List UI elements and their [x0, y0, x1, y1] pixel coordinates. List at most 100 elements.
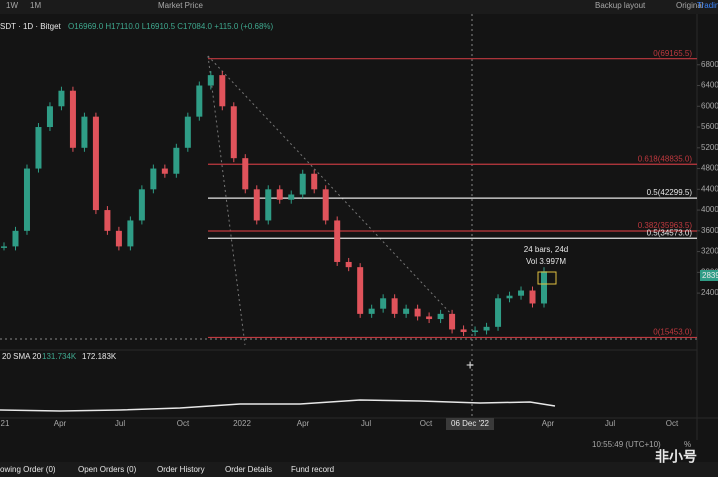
candle-body: [299, 173, 306, 195]
x-tick-label: Apr: [297, 419, 310, 428]
y-tick-label: 48000: [701, 164, 718, 173]
price-tag-bg: [700, 270, 718, 281]
candle-body: [334, 220, 341, 262]
y-tick-label: 36000: [701, 226, 718, 235]
interval[interactable]: 1M: [30, 1, 41, 10]
candle-body: [253, 189, 260, 221]
x-tick-label: Apr: [542, 419, 555, 428]
ohlc: O16969.0 H17110.0 L16910.5 C17084.0 +115…: [68, 22, 274, 31]
candle-body: [518, 290, 525, 296]
y-tick-label: 60000: [701, 101, 718, 110]
candle-body: [127, 220, 134, 247]
candle-body: [449, 313, 456, 330]
candle-body: [437, 313, 444, 320]
candle-body: [345, 261, 352, 268]
volume-label: 20 SMA 20: [2, 352, 42, 361]
candle-body: [288, 194, 295, 200]
y-tick-label: 32000: [701, 247, 718, 256]
candle-body: [196, 85, 203, 117]
x-tick-label: 21: [1, 419, 10, 428]
candle-body: [150, 168, 157, 190]
fib-label: 0(69165.5): [653, 49, 692, 58]
tab[interactable]: Open Orders (0): [78, 465, 137, 474]
candle-body: [104, 210, 111, 231]
y-tick-label: 24000: [701, 288, 718, 297]
x-tick-label: 06 Dec '22: [451, 419, 490, 428]
candle-body: [529, 290, 536, 304]
price-tag: 2839: [702, 271, 718, 280]
candle-body: [1, 246, 7, 248]
clock: 10:55:49 (UTC+10): [592, 440, 661, 449]
fib-label: 0.5(42299.5): [647, 188, 693, 197]
candle-body: [219, 75, 226, 107]
layout-menu[interactable]: Backup layout: [595, 1, 646, 10]
fib-label: 0.618(48835.0): [638, 154, 693, 163]
x-tick-label: Jul: [605, 419, 615, 428]
candle-body: [311, 173, 318, 190]
candle-body: [173, 147, 180, 174]
trend-line: [207, 55, 456, 319]
y-tick-label: 52000: [701, 143, 718, 152]
y-tick-label: 40000: [701, 205, 718, 214]
annotation: Vol 3.997M: [526, 257, 566, 266]
crosshair-date-box: [446, 418, 494, 430]
candle-body: [69, 90, 76, 148]
x-tick-label: Apr: [54, 419, 67, 428]
candle-body: [483, 326, 490, 331]
candle-body: [161, 168, 168, 174]
x-tick-label: Jul: [115, 419, 125, 428]
view-trading[interactable]: Tradin: [697, 1, 718, 10]
trend-line: [207, 55, 246, 346]
candle-body: [35, 127, 42, 169]
candle-body: [115, 230, 122, 247]
candle-body: [357, 267, 364, 314]
y-tick-label: 56000: [701, 122, 718, 131]
candle-body: [426, 316, 433, 320]
x-tick-label: 2022: [233, 419, 251, 428]
fib-label: 0(15453.0): [653, 328, 692, 337]
tab[interactable]: owing Order (0): [0, 465, 56, 474]
candle-body: [391, 298, 398, 314]
view-original[interactable]: Original: [676, 1, 704, 10]
candle-body: [460, 329, 467, 333]
tab[interactable]: Order History: [157, 465, 205, 474]
price-type[interactable]: Market Price: [158, 1, 203, 10]
candle-body: [506, 295, 513, 299]
candle-body: [380, 298, 387, 309]
x-tick-label: Jul: [361, 419, 371, 428]
candle-body: [368, 308, 375, 314]
measure-box: [537, 271, 557, 285]
candle-body: [276, 189, 283, 200]
candle-body: [12, 230, 19, 247]
candle-body: [541, 271, 547, 304]
toolbar: [0, 0, 718, 14]
volume-sma-line: [0, 399, 556, 412]
candle-body: [58, 90, 65, 107]
candle-body: [265, 189, 272, 221]
candle-body: [242, 158, 249, 190]
interval[interactable]: 1W: [6, 1, 18, 10]
candle-body: [322, 189, 329, 221]
candle-body: [23, 168, 30, 231]
watermark: 非小号: [655, 449, 697, 465]
fib-label: 0.5(34573.0): [647, 228, 693, 237]
symbol: SDT · 1D · Bitget: [0, 22, 62, 31]
tab[interactable]: Fund record: [291, 465, 334, 474]
volume-value: 131.734K: [42, 352, 77, 361]
fib-label: 0.382(35963.5): [638, 221, 693, 230]
percent-toggle[interactable]: %: [684, 440, 691, 449]
y-tick-label: 64000: [701, 81, 718, 90]
volume-sma: 172.183K: [82, 352, 117, 361]
x-tick-label: Oct: [666, 419, 679, 428]
candle-body: [207, 75, 214, 86]
crosshair-cursor: +: [466, 357, 474, 373]
tab[interactable]: Order Details: [225, 465, 272, 474]
candle-body: [414, 308, 421, 317]
tab-bar: [0, 462, 718, 477]
candle-body: [495, 298, 502, 327]
annotation: 24 bars, 24d: [524, 245, 568, 254]
candle-body: [472, 330, 479, 333]
candle-body: [184, 116, 191, 148]
